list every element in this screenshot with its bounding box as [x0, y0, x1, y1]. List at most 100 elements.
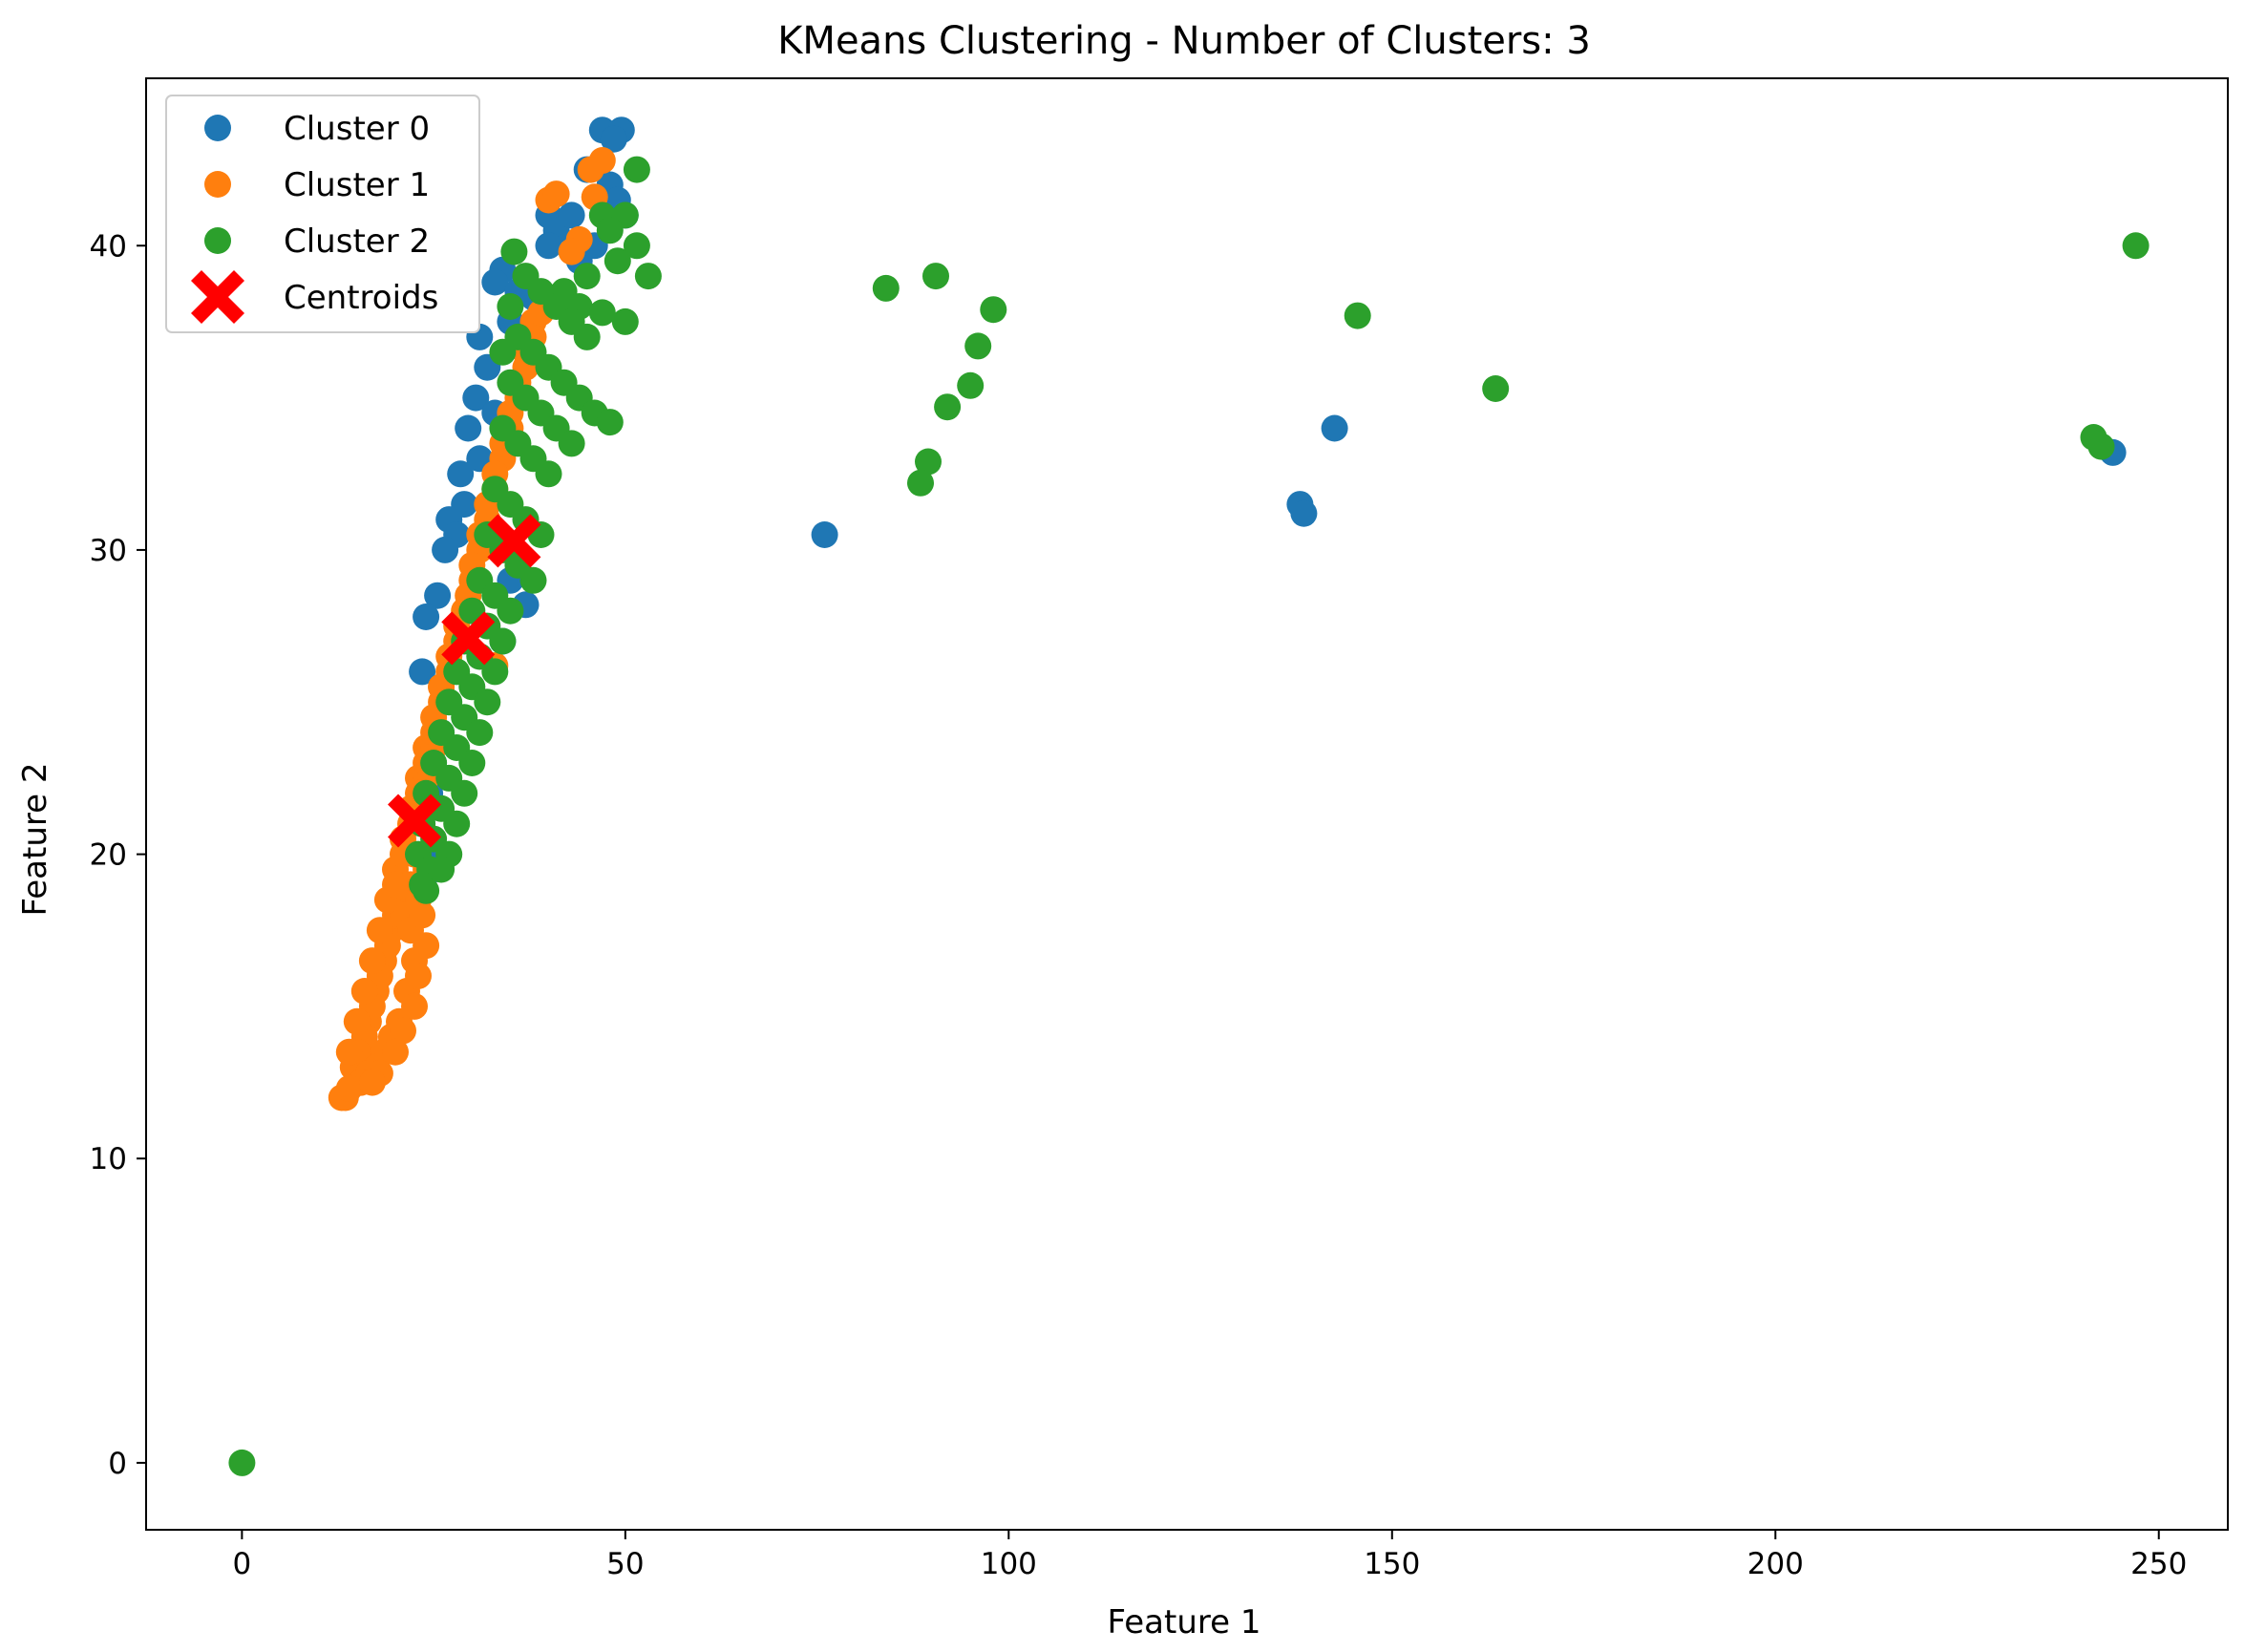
point-cluster-1: [335, 1074, 363, 1102]
chart-title: KMeans Clustering - Number of Clusters: …: [777, 19, 1591, 63]
point-cluster-1: [366, 917, 393, 944]
point-cluster-2: [872, 274, 900, 302]
point-cluster-2: [634, 263, 662, 290]
x-tick-label: 200: [1747, 1547, 1804, 1581]
point-cluster-2: [519, 566, 547, 594]
point-cluster-2: [413, 877, 440, 904]
point-cluster-2: [443, 810, 471, 837]
point-cluster-1: [350, 978, 378, 1005]
point-cluster-0: [600, 125, 627, 153]
x-tick-label: 250: [2130, 1547, 2187, 1581]
plot-area: [228, 116, 2150, 1476]
point-cluster-2: [466, 719, 494, 747]
x-tick-label: 0: [233, 1547, 252, 1581]
x-axis-label: Feature 1: [1108, 1603, 1261, 1641]
point-cluster-2: [481, 658, 509, 686]
point-cluster-2: [915, 448, 942, 476]
point-cluster-2: [558, 430, 585, 457]
point-cluster-1: [577, 156, 604, 183]
point-cluster-2: [623, 232, 650, 260]
point-cluster-2: [2087, 433, 2115, 460]
point-cluster-0: [413, 604, 440, 630]
series-centroids: [388, 514, 541, 848]
legend-marker: [204, 171, 231, 198]
y-tick-label: 10: [90, 1142, 127, 1176]
point-cluster-2: [922, 263, 949, 290]
point-cluster-2: [458, 750, 486, 776]
point-cluster-2: [228, 1449, 256, 1476]
point-cluster-1: [542, 180, 570, 208]
point-cluster-2: [497, 597, 524, 625]
point-cluster-2: [596, 217, 624, 244]
point-cluster-0: [455, 414, 482, 442]
point-cluster-0: [811, 521, 838, 548]
point-cluster-2: [604, 247, 631, 275]
point-cluster-2: [907, 469, 934, 497]
x-tick-label: 150: [1364, 1547, 1420, 1581]
centroid-marker: [487, 514, 541, 568]
point-cluster-1: [335, 1038, 363, 1066]
point-cluster-0: [424, 582, 452, 609]
axes-frame: [145, 77, 2229, 1531]
point-cluster-1: [382, 1038, 409, 1066]
point-cluster-2: [611, 307, 639, 335]
point-cluster-0: [409, 658, 436, 686]
point-cluster-1: [358, 947, 386, 975]
point-cluster-0: [535, 232, 562, 260]
legend-box: [165, 95, 480, 333]
point-cluster-0: [432, 536, 459, 563]
y-axis-label: Feature 2: [16, 763, 54, 917]
point-cluster-1: [558, 238, 585, 265]
point-cluster-2: [957, 371, 985, 399]
point-cluster-0: [462, 384, 490, 412]
point-cluster-1: [358, 1069, 386, 1096]
point-cluster-1: [343, 1007, 371, 1035]
legend-label: Cluster 1: [284, 166, 430, 204]
legend-marker: [204, 115, 231, 141]
point-cluster-0: [1290, 499, 1318, 527]
point-cluster-0: [1321, 414, 1348, 442]
x-tick-label: 50: [606, 1547, 644, 1581]
legend-marker: [204, 227, 231, 254]
legend-label: Centroids: [284, 279, 438, 317]
point-cluster-2: [535, 460, 562, 488]
point-cluster-0: [481, 268, 509, 296]
centroid-marker: [441, 611, 496, 666]
point-cluster-0: [558, 201, 585, 229]
point-cluster-1: [413, 932, 440, 960]
point-cluster-2: [964, 332, 992, 360]
point-cluster-1: [382, 871, 409, 899]
x-axis: 0 50 100 150 200 250: [233, 1530, 2187, 1581]
point-cluster-0: [447, 460, 475, 488]
point-cluster-2: [489, 338, 517, 366]
point-cluster-2: [596, 409, 624, 436]
point-cluster-2: [1482, 375, 1510, 402]
point-cluster-1: [390, 1017, 416, 1045]
y-tick-label: 20: [90, 838, 127, 873]
point-cluster-2: [428, 856, 455, 883]
point-cluster-2: [588, 299, 616, 327]
point-cluster-2: [1344, 302, 1371, 329]
legend-label: Cluster 0: [284, 110, 430, 148]
point-cluster-2: [2122, 232, 2150, 260]
point-cluster-1: [409, 901, 436, 929]
point-cluster-2: [497, 293, 524, 320]
point-cluster-2: [489, 627, 517, 655]
point-cluster-2: [623, 156, 650, 183]
y-tick-label: 40: [90, 229, 127, 264]
point-cluster-2: [573, 323, 601, 350]
y-tick-label: 30: [90, 534, 127, 568]
y-axis: 0 10 20 30 40: [90, 229, 146, 1481]
point-cluster-2: [934, 393, 962, 421]
point-cluster-2: [474, 688, 501, 716]
y-tick-label: 0: [108, 1447, 127, 1481]
point-cluster-2: [500, 238, 528, 265]
point-cluster-2: [980, 296, 1007, 324]
legend: Cluster 0 Cluster 1 Cluster 2 Centroids: [165, 95, 480, 333]
point-cluster-1: [405, 963, 432, 989]
point-cluster-2: [451, 779, 478, 807]
legend-label: Cluster 2: [284, 222, 430, 261]
point-cluster-1: [401, 992, 428, 1020]
point-cluster-2: [573, 263, 601, 290]
